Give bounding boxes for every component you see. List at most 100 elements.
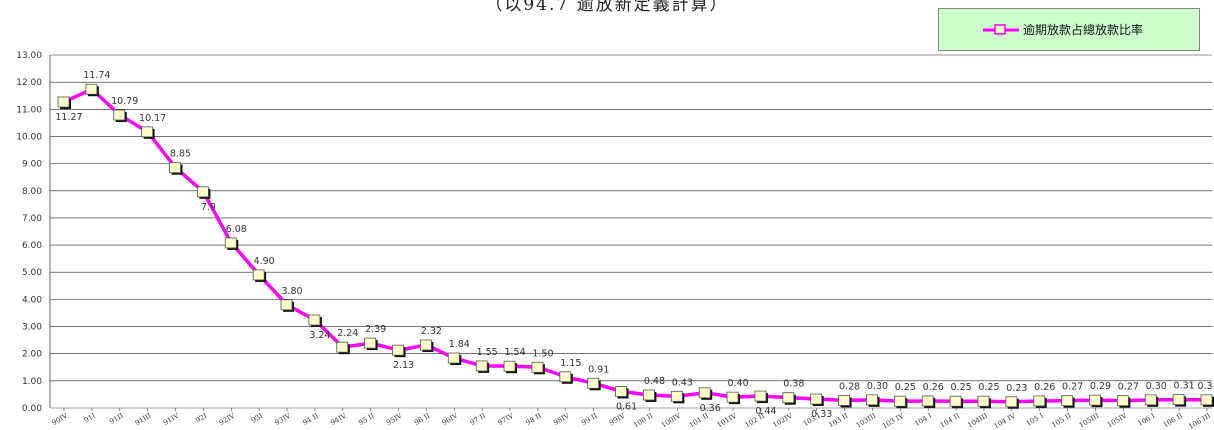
x-tick-label: 92IV bbox=[218, 411, 237, 427]
x-tick-label: 93IV bbox=[274, 411, 293, 427]
x-tick-label: 101 II bbox=[688, 412, 710, 430]
data-label: 2.13 bbox=[393, 360, 414, 371]
data-point bbox=[1061, 395, 1074, 407]
data-label: 4.90 bbox=[254, 256, 275, 267]
legend: 逾期放款占總放款比率 bbox=[938, 8, 1200, 51]
y-tick-label: 7.00 bbox=[22, 214, 42, 224]
x-tick-label: 97IV bbox=[497, 411, 516, 427]
y-tick-label: 5.00 bbox=[22, 268, 42, 278]
data-label: 1.55 bbox=[477, 347, 498, 358]
data-point bbox=[113, 109, 126, 121]
data-point bbox=[1116, 395, 1129, 407]
data-point bbox=[782, 392, 795, 404]
x-tick-label: 105IV bbox=[1106, 411, 1129, 429]
x-tick-label: 104 II bbox=[939, 412, 961, 430]
data-point bbox=[977, 395, 990, 407]
x-tick-label: 104 IV bbox=[993, 411, 1018, 430]
x-tick-label: 103III bbox=[855, 412, 878, 430]
data-point bbox=[1005, 396, 1018, 408]
data-point bbox=[224, 237, 237, 249]
x-tick-label: 106 I bbox=[1136, 412, 1156, 428]
data-label: 0.27 bbox=[1062, 382, 1083, 393]
data-label: 2.24 bbox=[337, 328, 358, 339]
x-tick-label: 101IV bbox=[716, 411, 739, 429]
data-label: 1.54 bbox=[504, 347, 525, 358]
data-point bbox=[280, 299, 293, 311]
data-point bbox=[420, 339, 432, 351]
data-label: 10.79 bbox=[111, 96, 138, 107]
x-tick-label: 106 II bbox=[1162, 412, 1184, 430]
data-point bbox=[921, 395, 934, 407]
y-tick-label: 12.00 bbox=[16, 78, 42, 88]
data-label: 6.08 bbox=[226, 224, 247, 235]
legend-swatch-icon bbox=[983, 23, 1019, 35]
data-label: 8.85 bbox=[170, 149, 191, 160]
data-label: 0.31 bbox=[1174, 381, 1195, 392]
data-point bbox=[1089, 394, 1101, 406]
data-point bbox=[196, 186, 209, 198]
data-point bbox=[559, 371, 572, 383]
x-tick-label: 91III bbox=[134, 412, 153, 428]
x-tick-label: 95IV bbox=[385, 411, 404, 427]
data-point bbox=[670, 390, 683, 402]
x-tick-label: 94IV bbox=[329, 411, 348, 427]
data-point bbox=[169, 162, 181, 174]
data-label: 0.43 bbox=[672, 377, 693, 388]
y-tick-label: 11.00 bbox=[16, 105, 42, 115]
data-label: 2.32 bbox=[421, 326, 442, 337]
data-label: 0.91 bbox=[588, 364, 609, 375]
data-label: 7.9 bbox=[201, 202, 216, 213]
data-point bbox=[1172, 394, 1185, 405]
data-label: 11.74 bbox=[83, 70, 110, 81]
x-tick-label: 106 III bbox=[1187, 412, 1212, 430]
x-tick-label: 103 IV bbox=[881, 411, 906, 430]
data-label: 10.17 bbox=[139, 113, 166, 124]
data-label: 0.3 bbox=[1197, 381, 1212, 392]
data-point bbox=[587, 377, 600, 389]
data-point bbox=[615, 386, 627, 397]
data-point bbox=[1033, 395, 1046, 407]
data-label: 1.84 bbox=[449, 339, 470, 350]
x-tick-label: 97 II bbox=[469, 412, 488, 427]
data-label: 0.25 bbox=[978, 382, 999, 393]
data-point bbox=[252, 269, 265, 281]
x-tick-label: 95 II bbox=[357, 412, 376, 427]
data-label: 0.30 bbox=[867, 381, 888, 392]
data-label: 0.25 bbox=[895, 382, 916, 393]
x-tick-label: 99 II bbox=[580, 412, 599, 427]
data-point bbox=[475, 360, 488, 372]
series-markers bbox=[57, 83, 1214, 409]
data-point bbox=[866, 394, 878, 406]
x-tick-label: 105III bbox=[1078, 412, 1101, 430]
x-tick-label: 96IV bbox=[441, 411, 460, 427]
y-tick-label: 8.00 bbox=[22, 187, 42, 197]
legend-label: 逾期放款占總放款比率 bbox=[1023, 23, 1144, 37]
y-tick-label: 0.00 bbox=[22, 404, 42, 414]
data-label: 0.26 bbox=[1034, 382, 1055, 393]
x-tick-label: 92I bbox=[194, 412, 208, 425]
data-label: 0.48 bbox=[644, 376, 665, 387]
y-tick-label: 2.00 bbox=[22, 350, 42, 360]
data-label: 1.15 bbox=[560, 358, 581, 369]
data-label: 0.23 bbox=[1006, 383, 1027, 394]
data-point bbox=[893, 395, 906, 407]
data-label: 0.27 bbox=[1118, 382, 1139, 393]
data-label: 0.30 bbox=[1146, 381, 1167, 392]
data-label: 0.36 bbox=[700, 403, 721, 414]
x-tick-label: 105 II bbox=[1050, 412, 1072, 430]
data-label: 0.25 bbox=[951, 382, 972, 393]
data-point bbox=[531, 361, 544, 373]
y-tick-label: 3.00 bbox=[22, 323, 42, 333]
x-tick-label: 99IV bbox=[608, 411, 627, 427]
data-point bbox=[754, 390, 767, 402]
data-point bbox=[392, 344, 404, 356]
x-tick-label: 100IV bbox=[660, 411, 683, 429]
data-point bbox=[336, 341, 349, 353]
x-tick-label: 96 II bbox=[413, 412, 432, 427]
y-axis: 0.00 1.00 2.00 3.00 4.00 5.00 6.00 7.00 8.00 9.00… bbox=[16, 51, 51, 414]
data-label: 0.29 bbox=[1090, 381, 1111, 392]
data-point bbox=[698, 387, 711, 399]
y-tick-label: 1.00 bbox=[22, 377, 42, 387]
x-tick-label: 98IV bbox=[552, 411, 571, 427]
data-point bbox=[838, 394, 850, 406]
